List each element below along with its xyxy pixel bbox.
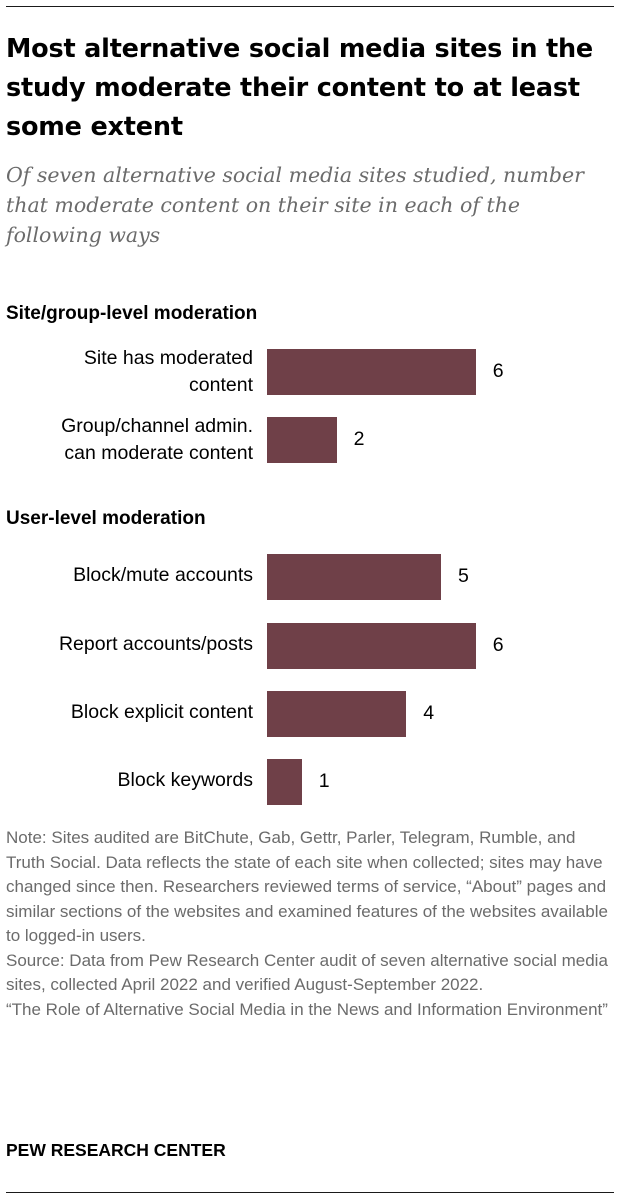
bar [267,417,337,463]
source-text: Source: Data from Pew Research Center au… [6,950,608,995]
chart-title: Most alternative social media sites in t… [6,34,594,142]
report-title: “The Role of Alternative Social Media in… [6,999,608,1019]
bottom-rule [6,1192,614,1193]
chart-subtitle: Of seven alternative social media sites … [6,163,584,247]
category-label: Report accounts/posts [58,633,253,655]
category-label: Block explicit content [70,701,253,723]
category-label: Block/mute accounts [73,564,253,586]
bar [267,759,302,805]
value-label: 4 [423,702,435,724]
footer-credit: PEW RESEARCH CENTER [6,1140,226,1160]
notes-block: Note: Sites audited are BitChute, Gab, G… [6,826,612,1022]
value-label: 5 [458,565,469,587]
bar [267,691,407,737]
value-label: 6 [492,634,504,656]
category-label: Block keywords [117,769,253,791]
bar [267,623,476,669]
group-heading: Site/group-level moderation [6,303,258,324]
bar [267,349,476,395]
bar [267,554,441,600]
value-label: 2 [353,428,365,450]
value-label: 6 [492,360,504,382]
category-label: Group/channel admin. can moderate content [61,415,253,464]
category-label: Site has moderated content [83,347,253,396]
top-rule [6,6,614,7]
group-heading: User-level moderation [6,508,206,529]
note-text: Note: Sites audited are BitChute, Gab, G… [6,828,608,945]
value-label: 1 [318,770,330,792]
